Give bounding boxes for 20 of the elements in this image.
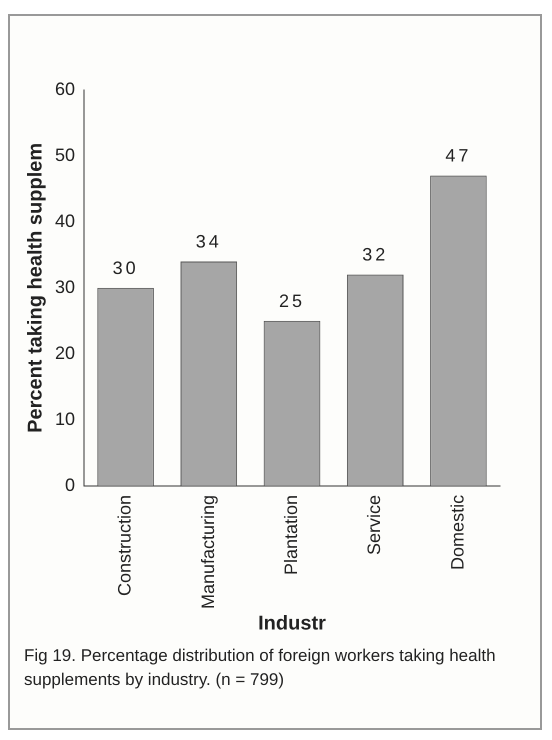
data-label: 34 [196,231,222,252]
x-tick-label: Plantation [280,494,301,575]
x-tick-label: Construction [114,494,135,596]
y-tick-label: 20 [54,342,76,363]
y-tick-label: 10 [54,408,76,429]
y-tick-label: 0 [65,474,76,495]
x-tick-label: Domestic [447,494,468,570]
x-tick-label: Manufacturing [198,494,218,610]
data-label: 30 [112,258,139,278]
x-tick-label: Service [364,494,384,555]
data-label: 25 [278,290,306,311]
y-tick-label: 50 [54,144,76,165]
x-axis-title: Industr [258,612,326,635]
caption: Fig 19. Percentage distribution of foreign workers taking health supplements by industry. (n = 799) [24,645,497,691]
data-label: 32 [362,244,388,265]
y-tick-label: 60 [54,78,76,99]
y-tick-label: 40 [54,210,76,231]
data-label: 47 [445,146,472,166]
y-tick-label: 30 [54,276,76,297]
y-axis-title: Percent taking health supplem [24,142,47,433]
